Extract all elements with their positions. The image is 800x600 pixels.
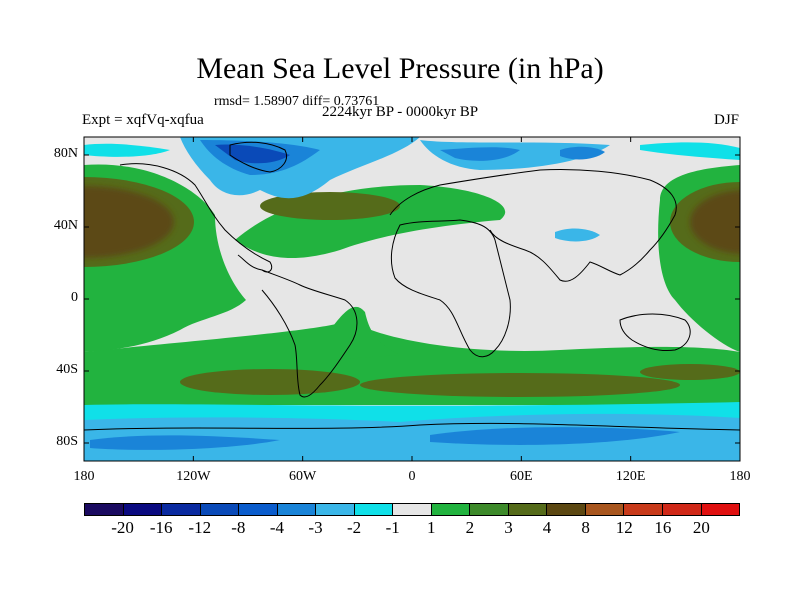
region-alaska-low — [84, 143, 170, 157]
x-tick-label: 180 — [73, 469, 95, 484]
region-southern-ocean-core-2 — [360, 373, 680, 397]
colorbar-label: -1 — [385, 518, 400, 537]
y-tick-label: 0 — [71, 290, 78, 305]
region-asian-low — [555, 228, 600, 242]
x-tick-label: 120W — [176, 469, 211, 484]
period-label: 2224kyr BP - 0000kyr BP — [322, 104, 479, 120]
region-siberian-low-inner — [440, 147, 520, 161]
colorbar-label: 2 — [465, 518, 475, 537]
colorbar-swatch — [239, 504, 278, 515]
colorbar-swatch — [316, 504, 355, 515]
colorbar-swatch — [701, 504, 740, 515]
colorbar-label: 8 — [581, 518, 590, 537]
region-north-pacific-core-west — [84, 186, 174, 258]
region-siberian-low — [420, 140, 610, 170]
region-southern-ocean-core-1 — [180, 369, 360, 395]
x-tick-label: 120E — [615, 469, 646, 484]
colorbar-label: -16 — [149, 518, 173, 537]
colorbar-label: -3 — [308, 518, 323, 537]
colorbar-label: -8 — [231, 518, 246, 537]
y-tick-label: 80S — [56, 434, 78, 449]
colorbar-swatch — [585, 504, 625, 515]
region-antarctic-low-inner — [84, 413, 740, 461]
colorbar-swatch — [123, 504, 163, 515]
y-tick-label: 80N — [53, 146, 78, 161]
stats-label: rmsd= 1.58907 diff= 0.73761 — [214, 94, 380, 109]
colorbar — [84, 503, 740, 516]
region-tropical-atlantic — [330, 306, 400, 360]
colorbar-label: -4 — [269, 518, 285, 537]
region-north-atlantic-core — [260, 192, 400, 220]
colorbar-swatch — [508, 504, 548, 515]
colorbar-swatch — [470, 504, 509, 515]
colorbar-label: 16 — [654, 518, 672, 537]
x-tick-label: 0 — [408, 469, 416, 484]
colorbar-label: -20 — [111, 518, 134, 537]
axis-ticks — [83, 137, 741, 461]
x-tick-label: 60E — [510, 469, 533, 484]
y-tick-label: 40N — [53, 218, 78, 233]
colorbar-label: -2 — [347, 518, 362, 537]
colorbar-swatch — [200, 504, 240, 515]
colorbar-label: 12 — [615, 518, 633, 537]
region-antarctic-low-core-2 — [430, 427, 680, 445]
colorbar-swatch — [431, 504, 471, 515]
colorbar-swatch — [85, 504, 124, 515]
region-southern-ocean-core-3 — [640, 364, 740, 380]
region-antarctic-low-core-1 — [90, 435, 280, 450]
colorbar-label: -12 — [188, 518, 212, 537]
region-arctic-east — [640, 142, 740, 160]
colorbar-swatch — [354, 504, 394, 515]
region-arctic-low-core — [215, 144, 290, 164]
colorbar-swatch — [624, 504, 663, 515]
region-siberian-low-east — [560, 146, 605, 160]
x-tick-label: 60W — [289, 469, 317, 484]
coastlines — [84, 141, 740, 431]
experiment-label: Expt = xqfVq-xqfua — [82, 112, 204, 128]
colorbar-label: 1 — [427, 518, 436, 537]
colorbar-swatch — [162, 504, 201, 515]
x-tick-label: 180 — [729, 469, 751, 484]
colorbar-swatch — [547, 504, 586, 515]
y-tick-label: 40S — [56, 362, 78, 377]
season-label: DJF — [714, 112, 740, 128]
colorbar-swatch — [662, 504, 702, 515]
colorbar-label: 3 — [504, 518, 513, 537]
region-north-pacific-core-east — [690, 190, 740, 254]
colorbar-swatch — [277, 504, 317, 515]
colorbar-label: 20 — [692, 518, 710, 537]
chart-title: Mean Sea Level Pressure (in hPa) — [196, 52, 604, 85]
colorbar-swatch — [393, 504, 432, 515]
colorbar-label: 4 — [542, 518, 552, 537]
